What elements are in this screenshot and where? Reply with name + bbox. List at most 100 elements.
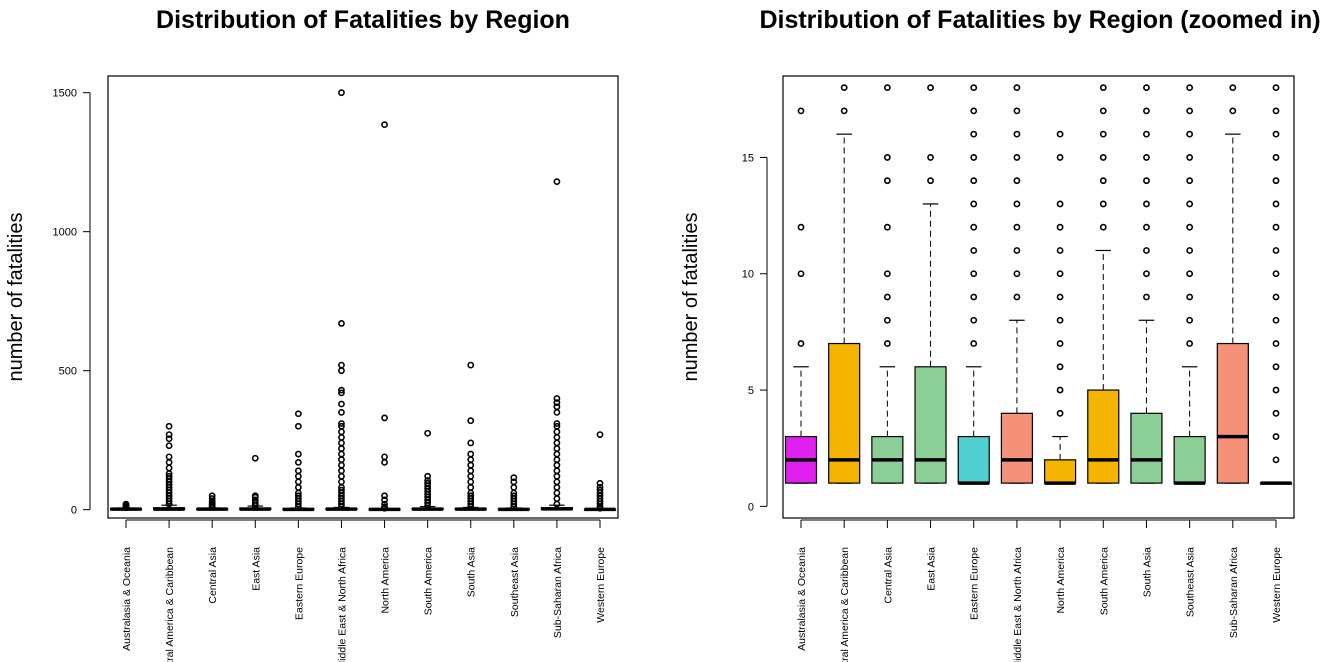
- outlier-point: [165, 459, 173, 466]
- outlier-point: [1056, 247, 1064, 254]
- plot-frame: [107, 75, 619, 519]
- outlier-point: [467, 456, 475, 464]
- outlier-point: [970, 177, 978, 185]
- outlier-point: [553, 395, 561, 402]
- outlier-point: [165, 422, 173, 430]
- box-body: [1130, 412, 1163, 484]
- box-9: [1130, 84, 1163, 484]
- outlier-point: [1272, 154, 1280, 161]
- outlier-point: [338, 361, 345, 369]
- box-4: [239, 454, 272, 511]
- outlier-point: [1186, 200, 1194, 208]
- outlier-point: [1056, 409, 1064, 417]
- x-category-label: Western Europe: [1271, 547, 1283, 623]
- outlier-point: [553, 445, 561, 452]
- x-category-label: North America: [1055, 547, 1067, 614]
- outlier-point: [381, 492, 388, 500]
- y-tick-label: 0: [71, 505, 77, 517]
- outlier-point: [165, 472, 173, 480]
- outlier-point: [251, 492, 259, 500]
- outlier-point: [1186, 293, 1194, 301]
- outlier-point: [596, 486, 604, 494]
- outlier-point: [1013, 270, 1021, 278]
- outlier-point: [553, 472, 561, 480]
- outlier-point: [1186, 154, 1194, 161]
- y-tick-label: 500: [59, 366, 77, 378]
- y-tick-label: 15: [742, 152, 754, 164]
- box-10: [497, 474, 530, 512]
- box-1: [109, 500, 143, 512]
- outlier-point: [338, 478, 345, 486]
- outlier-point: [553, 422, 561, 430]
- outlier-point: [1272, 84, 1280, 92]
- x-category-label: Central America & Caribbean: [839, 547, 851, 662]
- outlier-point: [510, 478, 518, 486]
- outlier-point: [553, 456, 561, 464]
- box-9: [454, 361, 487, 511]
- box-3: [196, 492, 229, 511]
- x-category-label: Sub-Saharan Africa: [552, 547, 564, 638]
- x-category-label: Middle East & North Africa: [336, 547, 348, 662]
- box-12: [583, 431, 617, 512]
- y-tick-label: 0: [748, 501, 754, 513]
- outlier-point: [1272, 386, 1280, 394]
- outlier-point: [553, 478, 561, 486]
- outlier-point: [338, 422, 345, 430]
- outlier-point: [251, 454, 259, 462]
- outlier-point: [970, 107, 978, 115]
- outlier-point: [883, 84, 891, 92]
- x-category-label: East Asia: [926, 547, 938, 591]
- outlier-point: [883, 223, 891, 231]
- x-category-label: South Asia: [466, 547, 478, 597]
- outlier-point: [381, 500, 388, 508]
- x-category-label: Southeast Asia: [509, 547, 521, 617]
- outlier-point: [338, 389, 345, 397]
- box-2: [828, 84, 861, 484]
- outlier-point: [1013, 200, 1021, 208]
- outlier-point: [165, 453, 173, 461]
- outlier-point: [251, 496, 259, 504]
- x-category-label: Middle East & North Africa: [1012, 547, 1024, 662]
- outlier-point: [553, 495, 561, 502]
- outlier-point: [1186, 223, 1194, 231]
- outlier-point: [381, 496, 388, 504]
- outlier-point: [294, 410, 302, 418]
- outlier-point: [1272, 270, 1280, 278]
- outlier-point: [338, 420, 345, 427]
- outlier-point: [553, 461, 561, 469]
- outlier-point: [424, 477, 432, 484]
- outlier-point: [840, 84, 848, 92]
- box-10: [1173, 84, 1206, 485]
- outlier-point: [1056, 363, 1064, 371]
- outlier-point: [294, 484, 302, 491]
- x-category-label: South America: [423, 547, 435, 615]
- outlier-point: [467, 484, 475, 491]
- outlier-point: [1143, 270, 1150, 278]
- outlier-point: [165, 464, 173, 472]
- outlier-point: [553, 428, 561, 436]
- outlier-point: [553, 439, 561, 447]
- outlier-point: [424, 429, 432, 437]
- outlier-point: [1056, 340, 1064, 347]
- outlier-point: [294, 422, 302, 430]
- box-2: [152, 422, 186, 511]
- x-category-label: Central Asia: [207, 547, 219, 604]
- outlier-point: [970, 270, 978, 278]
- outlier-point: [1013, 84, 1021, 92]
- outlier-point: [338, 445, 345, 452]
- chart-title: Distribution of Fatalities by Region: [156, 6, 570, 34]
- outlier-point: [1099, 107, 1107, 115]
- outlier-point: [424, 479, 432, 487]
- chart-panel-1: Distribution of Fatalities by Region numb…: [5, 6, 619, 662]
- outlier-point: [1143, 223, 1150, 231]
- outlier-point: [1272, 200, 1280, 208]
- box-3: [871, 84, 904, 484]
- outlier-point: [1186, 316, 1194, 324]
- outlier-point: [165, 435, 173, 443]
- outlier-point: [797, 270, 805, 278]
- outlier-point: [294, 459, 302, 466]
- outlier-point: [381, 121, 388, 129]
- outlier-point: [553, 178, 561, 186]
- outlier-point: [927, 84, 934, 92]
- outlier-point: [1143, 154, 1150, 161]
